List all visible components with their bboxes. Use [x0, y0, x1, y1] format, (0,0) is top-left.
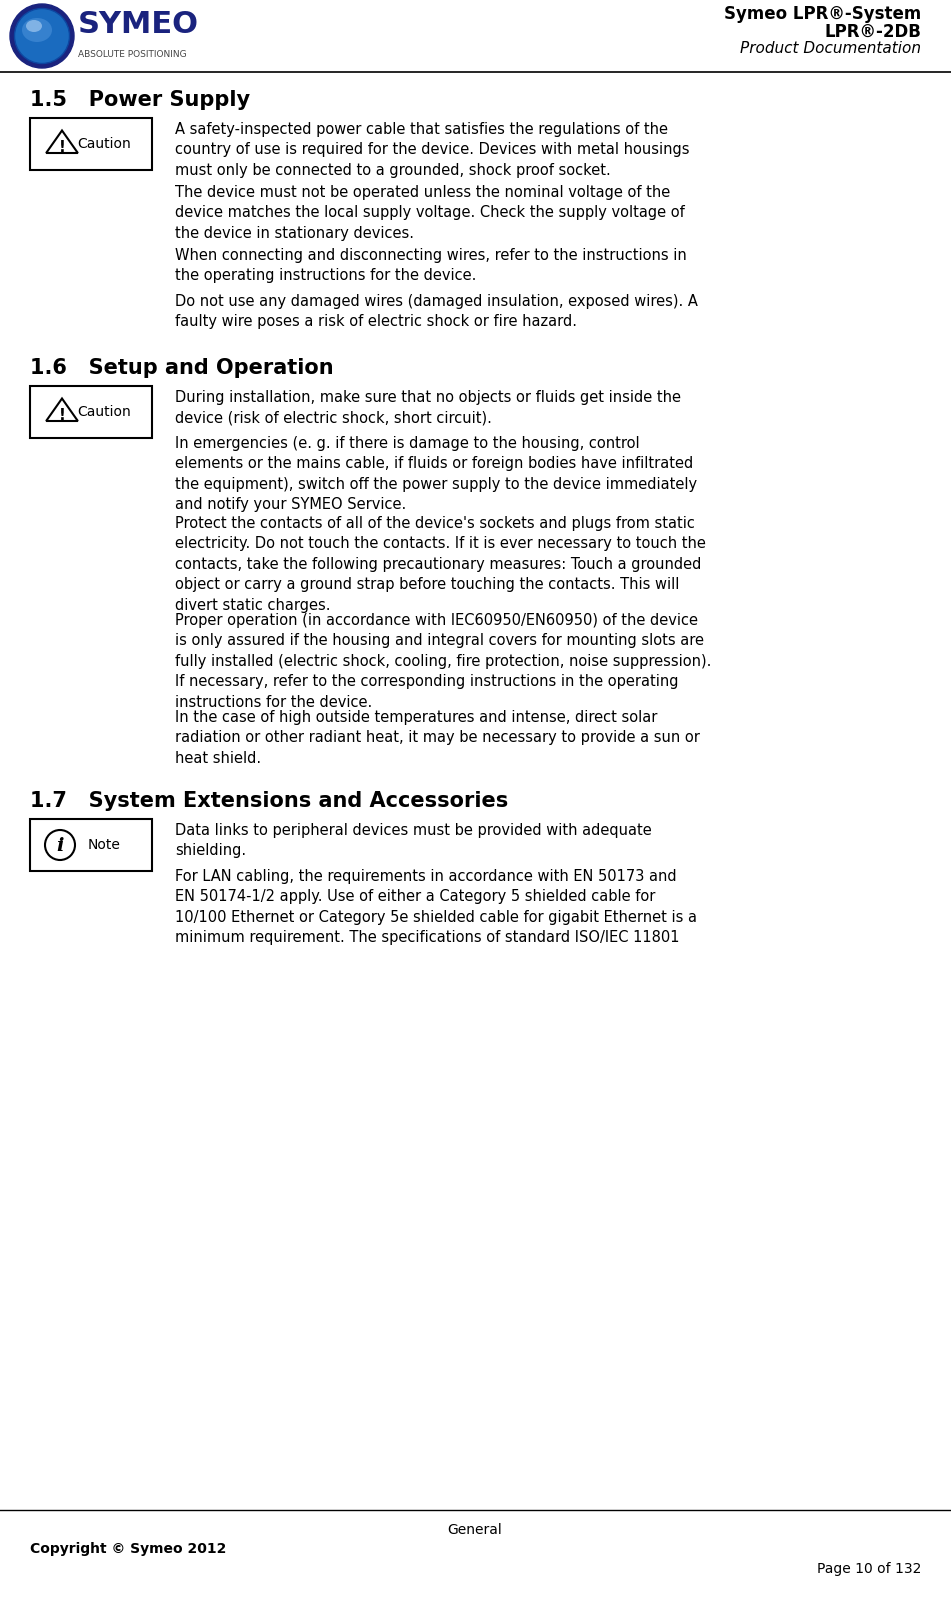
- Text: Symeo LPR®-System: Symeo LPR®-System: [724, 5, 921, 22]
- Text: Do not use any damaged wires (damaged insulation, exposed wires). A
faulty wire : Do not use any damaged wires (damaged in…: [175, 294, 698, 329]
- Text: The device must not be operated unless the nominal voltage of the
device matches: The device must not be operated unless t…: [175, 185, 685, 241]
- Text: i: i: [56, 837, 64, 855]
- Text: 1.6   Setup and Operation: 1.6 Setup and Operation: [30, 358, 334, 379]
- Text: Proper operation (in accordance with IEC60950/EN60950) of the device
is only ass: Proper operation (in accordance with IEC…: [175, 614, 711, 710]
- Text: In the case of high outside temperatures and intense, direct solar
radiation or : In the case of high outside temperatures…: [175, 710, 700, 765]
- Text: ABSOLUTE POSITIONING: ABSOLUTE POSITIONING: [78, 50, 186, 59]
- Ellipse shape: [14, 8, 69, 64]
- Text: !: !: [59, 409, 66, 423]
- Text: During installation, make sure that no objects or fluids get inside the
device (: During installation, make sure that no o…: [175, 390, 681, 425]
- Text: Product Documentation: Product Documentation: [740, 42, 921, 56]
- Text: Page 10 of 132: Page 10 of 132: [817, 1561, 921, 1576]
- FancyBboxPatch shape: [30, 820, 152, 871]
- Text: Copyright © Symeo 2012: Copyright © Symeo 2012: [30, 1542, 226, 1556]
- Circle shape: [45, 829, 75, 860]
- FancyBboxPatch shape: [30, 118, 152, 169]
- Text: Note: Note: [87, 837, 121, 852]
- Text: Caution: Caution: [77, 404, 131, 419]
- Text: When connecting and disconnecting wires, refer to the instructions in
the operat: When connecting and disconnecting wires,…: [175, 248, 687, 283]
- Text: In emergencies (e. g. if there is damage to the housing, control
elements or the: In emergencies (e. g. if there is damage…: [175, 436, 697, 513]
- Polygon shape: [47, 398, 78, 420]
- Text: !: !: [59, 141, 66, 155]
- Text: 1.7   System Extensions and Accessories: 1.7 System Extensions and Accessories: [30, 791, 508, 812]
- Text: Protect the contacts of all of the device's sockets and plugs from static
electr: Protect the contacts of all of the devic…: [175, 516, 706, 612]
- Text: General: General: [448, 1523, 502, 1537]
- Text: 1.5   Power Supply: 1.5 Power Supply: [30, 89, 250, 110]
- Text: For LAN cabling, the requirements in accordance with EN 50173 and
EN 50174-1/2 a: For LAN cabling, the requirements in acc…: [175, 869, 697, 944]
- Text: A safety-inspected power cable that satisfies the regulations of the
country of : A safety-inspected power cable that sati…: [175, 121, 689, 177]
- FancyBboxPatch shape: [30, 387, 152, 438]
- Text: Data links to peripheral devices must be provided with adequate
shielding.: Data links to peripheral devices must be…: [175, 823, 651, 858]
- Ellipse shape: [26, 21, 42, 32]
- Text: Caution: Caution: [77, 137, 131, 150]
- Ellipse shape: [22, 18, 52, 42]
- Text: SYMEO: SYMEO: [78, 10, 199, 38]
- Polygon shape: [47, 131, 78, 153]
- Ellipse shape: [10, 5, 74, 69]
- Text: LPR®-2DB: LPR®-2DB: [825, 22, 921, 42]
